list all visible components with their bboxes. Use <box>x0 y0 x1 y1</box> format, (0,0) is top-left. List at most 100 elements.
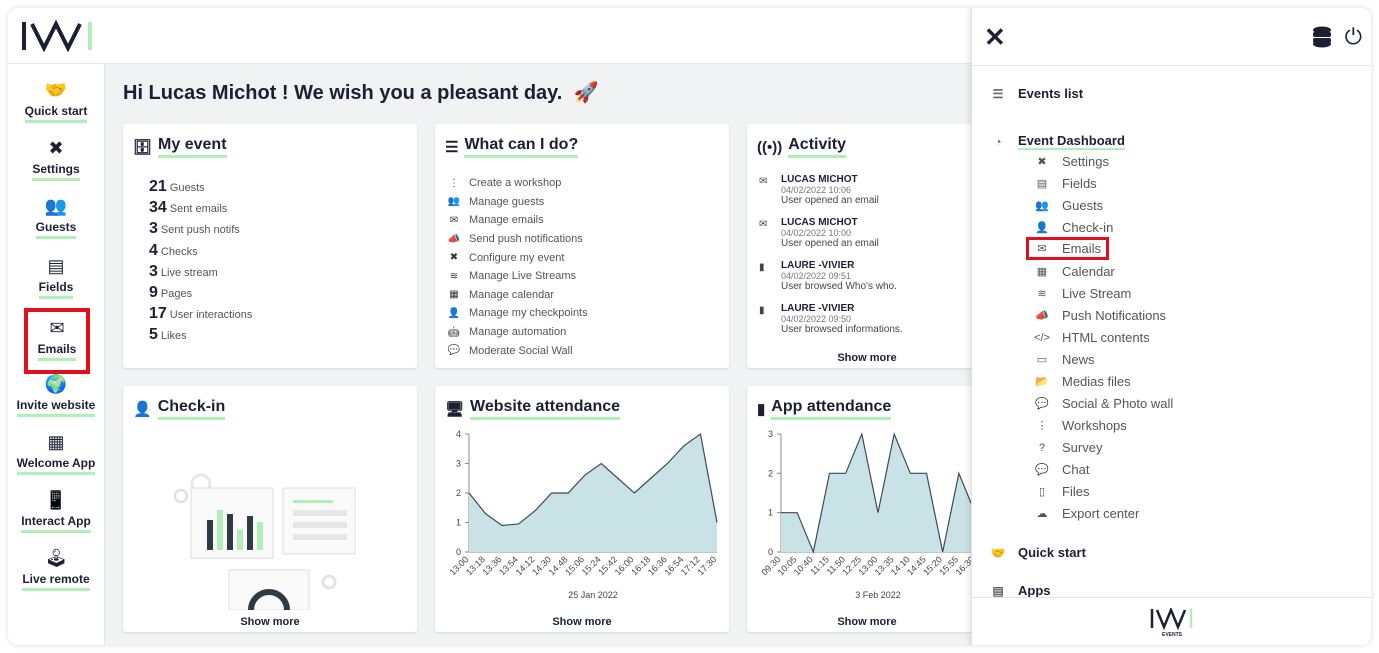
nav-item-quick-start[interactable]: 🤝 Quick start <box>12 78 100 123</box>
nav-item-live-remote[interactable]: 🕹 Live remote <box>12 546 100 591</box>
database-icon[interactable] <box>1312 26 1332 48</box>
nav-label: Welcome App <box>16 456 96 475</box>
action-create-workshop[interactable]: ⋮ Create a workshop <box>449 177 562 190</box>
nav-label: Fields <box>38 280 74 299</box>
menu-apps[interactable]: ▤ Apps <box>990 583 1050 598</box>
menu-events-list[interactable]: ☰ Events list <box>990 86 1083 101</box>
users-icon: 👥 <box>44 196 68 216</box>
card-title: ▮ App attendance <box>757 398 892 420</box>
side-menu-footer: EVENTS <box>972 597 1371 645</box>
menu-item-emails[interactable]: ✉ Emails <box>1025 237 1110 260</box>
menu-item-survey[interactable]: ? Survey <box>1034 440 1103 455</box>
action-send-push[interactable]: 📣 Send push notifications <box>447 233 583 246</box>
nav-item-settings[interactable]: ✖ Settings <box>12 136 100 181</box>
checkin-illustration <box>174 473 356 610</box>
menu-item-push-notifications[interactable]: 📣 Push Notifications <box>1035 308 1167 323</box>
calendar-icon: ▦ <box>449 289 459 301</box>
greeting-text: Hi Lucas Michot ! We wish you a pleasant… <box>123 82 563 104</box>
checkin-show-more-button[interactable]: Show more <box>240 616 300 628</box>
action-manage-automation[interactable]: 🤖 Manage automation <box>447 326 567 339</box>
nav-item-emails[interactable]: ✉ Emails <box>24 308 90 374</box>
menu-item-live-stream[interactable]: ≋ Live Stream <box>1034 286 1131 301</box>
y-tick-label: 2 <box>456 488 461 498</box>
action-moderate-social-wall[interactable]: 💬 Moderate Social Wall <box>447 344 573 357</box>
user-check-icon: 👤 <box>1035 222 1049 234</box>
envelope-icon: ✉ <box>759 176 768 187</box>
action-manage-checkpoints[interactable]: 👤 Manage my checkpoints <box>447 307 588 320</box>
nav-item-invite-website[interactable]: 🌍 Invite website <box>12 372 100 417</box>
power-icon[interactable]: ⏻ <box>1344 24 1362 49</box>
website-show-more-button[interactable]: Show more <box>552 616 612 628</box>
page-title: Hi Lucas Michot ! We wish you a pleasant… <box>123 80 599 105</box>
menu-item-settings[interactable]: ✖ Settings <box>1034 154 1109 169</box>
menu-item-calendar[interactable]: ▦ Calendar <box>1034 264 1115 279</box>
menu-item-news[interactable]: ▭ News <box>1034 352 1095 367</box>
app-attendance-chart: 012309:3010:0510:4011:1511:5012:2513:001… <box>759 429 976 600</box>
nav-item-welcome-app[interactable]: ▦ Welcome App <box>12 430 100 475</box>
waveform-icon: ≋ <box>1037 288 1047 300</box>
series-line <box>781 431 976 555</box>
nav-label: Interact App <box>21 514 91 533</box>
activity-entry: ▮ LAURE -VIVIER 04/02/2022 09:51 User brows… <box>759 260 897 292</box>
menu-item-files[interactable]: ▯ Files <box>1034 484 1089 499</box>
nav-label: Live remote <box>22 572 90 591</box>
brand-logo[interactable] <box>20 20 94 52</box>
newspaper-icon: ▭ <box>1036 354 1048 366</box>
waveform-icon: ≋ <box>449 270 459 282</box>
menu-item-chat[interactable]: 💬 Chat <box>1035 462 1090 477</box>
nav-label: Settings <box>32 162 80 181</box>
close-icon[interactable]: ✕ <box>984 22 1006 52</box>
app-show-more-button[interactable]: Show more <box>837 616 897 628</box>
menu-item-medias-files[interactable]: 📂 Medias files <box>1035 374 1131 389</box>
my-event-card: 🗄 My event 21 Guests 34 Sent emails 3 Sent … <box>123 124 417 368</box>
phone-icon: 📱 <box>44 490 68 510</box>
activity-show-more-button[interactable]: Show more <box>837 352 897 364</box>
phone-icon: ▮ <box>759 305 765 316</box>
tools-icon: ✖ <box>48 138 64 158</box>
card-title-text: My event <box>158 136 227 158</box>
list-icon: ☰ <box>445 139 459 156</box>
list-icon: ☰ <box>992 86 1004 101</box>
menu-item-social-photo-wall[interactable]: 💬 Social & Photo wall <box>1035 396 1174 411</box>
users-icon: 👥 <box>447 196 461 208</box>
menu-quick-start[interactable]: 🤝 Quick start <box>990 545 1086 560</box>
menu-item-export-center[interactable]: ☁ Export center <box>1034 506 1140 521</box>
checkin-card: 👤 Check-in <box>123 386 417 632</box>
phone-icon: ▮ <box>757 401 766 418</box>
menu-item-html-contents[interactable]: </> HTML contents <box>1034 330 1150 345</box>
user-check-icon: 👤 <box>133 401 152 418</box>
gauge-icon: ◔ <box>994 134 1002 149</box>
handshake-icon: 🤝 <box>44 80 68 100</box>
y-tick-label: 1 <box>456 518 461 528</box>
app-frame: 🤝 Quick start ✖ Settings 👥 Guests ▤ Fiel… <box>8 8 1371 645</box>
what-can-i-do-card: ☰ What can I do? ⋮ Create a workshop 👥 Man… <box>435 124 729 368</box>
folder-open-icon: 📂 <box>1035 376 1049 388</box>
action-configure-event[interactable]: ✖ Configure my event <box>447 248 588 267</box>
menu-item-guests[interactable]: 👥 Guests <box>1035 198 1104 213</box>
activity-entry: ✉ LUCAS MICHOT 04/02/2022 10:06 User opened… <box>759 174 879 206</box>
y-tick-label: 0 <box>768 547 773 557</box>
broadcast-icon: ((•)) <box>757 138 783 156</box>
nav-item-guests[interactable]: 👥 Guests <box>12 194 100 239</box>
action-manage-live-streams[interactable]: ≋ Manage Live Streams <box>447 267 588 286</box>
menu-event-dashboard[interactable]: ◔ Event Dashboard <box>990 133 1125 150</box>
y-tick-label: 3 <box>768 429 773 439</box>
comments-icon: 💬 <box>1035 398 1049 410</box>
action-manage-emails[interactable]: ✉ Manage emails <box>447 211 588 230</box>
stat-item: 3 Live stream <box>149 262 218 280</box>
menu-item-workshops[interactable]: ⋮ Workshops <box>1034 418 1127 433</box>
phone-icon: ▮ <box>759 262 765 273</box>
menu-item-check-in[interactable]: 👤 Check-in <box>1035 220 1114 235</box>
nav-item-interact-app[interactable]: 📱 Interact App <box>12 488 100 533</box>
stat-item: 9 Pages <box>149 283 193 301</box>
nav-item-fields[interactable]: ▤ Fields <box>12 254 100 299</box>
card-title-text: Check-in <box>157 398 226 420</box>
main-content: Hi Lucas Michot ! We wish you a pleasant… <box>105 64 987 645</box>
action-manage-calendar[interactable]: ▦ Manage calendar <box>447 286 588 305</box>
activity-entry: ▮ LAURE -VIVIER 04/02/2022 09:50 User brows… <box>759 303 903 335</box>
action-manage-guests[interactable]: 👥 Manage guests <box>447 195 545 208</box>
stat-item: 21 Guests <box>149 178 205 195</box>
y-tick-label: 3 <box>456 459 461 469</box>
menu-item-fields[interactable]: ▤ Fields <box>1034 176 1097 191</box>
y-tick-label: 0 <box>456 547 461 557</box>
